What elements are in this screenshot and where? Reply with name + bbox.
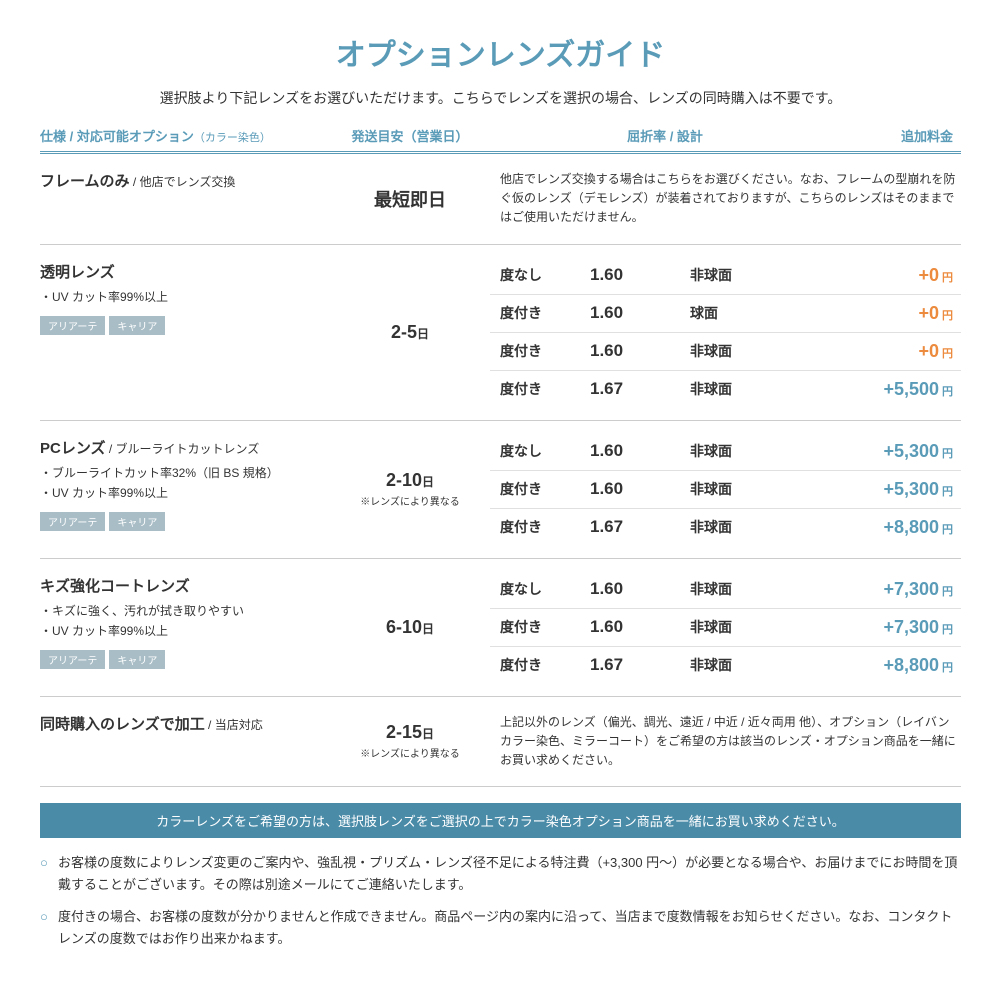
refractive-index: 1.60 [590, 617, 690, 637]
price: +0円 [790, 265, 961, 286]
refractive-index: 1.60 [590, 265, 690, 285]
option-tag: アリアーテ [40, 316, 105, 335]
design-type: 非球面 [690, 265, 790, 285]
note-text: 度付きの場合、お客様の度数が分かりませんと作成できません。商品ページ内の案内に沿… [58, 906, 961, 950]
section-description: 上記以外のレンズ（偏光、調光、遠近 / 中近 / 近々両用 他）、オプション（レ… [490, 709, 961, 775]
section-name: PCレンズ / ブルーライトカットレンズ [40, 437, 330, 458]
notes-container: ○お客様の度数によりレンズ変更のご案内や、強乱視・プリズム・レンズ径不足による特… [40, 852, 961, 950]
color-lens-banner: カラーレンズをご希望の方は、選択肢レンズをご選択の上でカラー染色オプション商品を… [40, 803, 961, 838]
refractive-index: 1.60 [590, 303, 690, 323]
design-type: 非球面 [690, 341, 790, 361]
section-description: 他店でレンズ交換する場合はこちらをお選びください。なお、フレームの型崩れを防ぐ仮… [490, 166, 961, 232]
option-tag: アリアーテ [40, 512, 105, 531]
power-type: 度付き [500, 617, 590, 637]
price: +5,300円 [790, 479, 961, 500]
spec-row: 度なし1.60非球面+5,300円 [490, 433, 961, 471]
spec-row: 度付き1.60球面+0円 [490, 295, 961, 333]
header-fee: 追加料金 [840, 126, 961, 145]
refractive-index: 1.67 [590, 655, 690, 675]
spec-row: 度付き1.60非球面+5,300円 [490, 471, 961, 509]
lens-section: キズ強化コートレンズ・キズに強く、汚れが拭き取りやすい・UV カット率99%以上… [40, 559, 961, 697]
refractive-index: 1.60 [590, 479, 690, 499]
sections-container: フレームのみ / 他店でレンズ交換最短即日他店でレンズ交換する場合はこちらをお選… [40, 154, 961, 787]
option-tag: キャリア [109, 316, 165, 335]
power-type: 度なし [500, 265, 590, 285]
lens-section: 同時購入のレンズで加工 / 当店対応2-15日※レンズにより異なる上記以外のレン… [40, 697, 961, 788]
header-spec: 仕様 / 対応可能オプション（カラー染色） [40, 126, 330, 145]
lens-section: フレームのみ / 他店でレンズ交換最短即日他店でレンズ交換する場合はこちらをお選… [40, 154, 961, 245]
page-title: オプションレンズガイド [40, 30, 961, 74]
option-tag: キャリア [109, 650, 165, 669]
section-name: 同時購入のレンズで加工 / 当店対応 [40, 713, 330, 734]
spec-row: 度付き1.60非球面+7,300円 [490, 609, 961, 647]
bullet-icon: ○ [40, 906, 58, 950]
header-shipping: 発送目安（営業日） [330, 126, 490, 145]
bullet-icon: ○ [40, 852, 58, 896]
power-type: 度なし [500, 579, 590, 599]
price: +5,300円 [790, 441, 961, 462]
power-type: 度付き [500, 341, 590, 361]
shipping-estimate: 2-10日※レンズにより異なる [330, 433, 490, 546]
shipping-estimate: 2-15日※レンズにより異なる [330, 709, 490, 775]
design-type: 非球面 [690, 579, 790, 599]
price: +5,500円 [790, 379, 961, 400]
price: +7,300円 [790, 617, 961, 638]
price: +7,300円 [790, 579, 961, 600]
power-type: 度付き [500, 303, 590, 323]
power-type: 度付き [500, 655, 590, 675]
power-type: 度付き [500, 517, 590, 537]
power-type: 度付き [500, 379, 590, 399]
design-type: 球面 [690, 303, 790, 323]
refractive-index: 1.67 [590, 379, 690, 399]
price: +0円 [790, 303, 961, 324]
spec-row: 度付き1.67非球面+5,500円 [490, 371, 961, 408]
section-name: フレームのみ / 他店でレンズ交換 [40, 170, 330, 191]
design-type: 非球面 [690, 479, 790, 499]
design-type: 非球面 [690, 379, 790, 399]
section-bullet: ・UV カット率99%以上 [40, 622, 330, 639]
power-type: 度なし [500, 441, 590, 461]
section-bullet: ・UV カット率99%以上 [40, 484, 330, 501]
power-type: 度付き [500, 479, 590, 499]
refractive-index: 1.60 [590, 441, 690, 461]
section-name: 透明レンズ [40, 261, 330, 282]
design-type: 非球面 [690, 655, 790, 675]
lens-section: 透明レンズ・UV カット率99%以上アリアーテキャリア2-5日度なし1.60非球… [40, 245, 961, 421]
table-header: 仕様 / 対応可能オプション（カラー染色） 発送目安（営業日） 屈折率 / 設計… [40, 126, 961, 154]
spec-row: 度付き1.60非球面+0円 [490, 333, 961, 371]
option-tag: キャリア [109, 512, 165, 531]
note-item: ○度付きの場合、お客様の度数が分かりませんと作成できません。商品ページ内の案内に… [40, 906, 961, 950]
option-tag: アリアーテ [40, 650, 105, 669]
design-type: 非球面 [690, 441, 790, 461]
section-bullet: ・ブルーライトカット率32%（旧 BS 規格） [40, 464, 330, 481]
spec-row: 度なし1.60非球面+0円 [490, 257, 961, 295]
section-bullet: ・キズに強く、汚れが拭き取りやすい [40, 602, 330, 619]
refractive-index: 1.67 [590, 517, 690, 537]
design-type: 非球面 [690, 517, 790, 537]
lens-section: PCレンズ / ブルーライトカットレンズ・ブルーライトカット率32%（旧 BS … [40, 421, 961, 559]
spec-row: 度なし1.60非球面+7,300円 [490, 571, 961, 609]
spec-row: 度付き1.67非球面+8,800円 [490, 647, 961, 684]
design-type: 非球面 [690, 617, 790, 637]
price: +8,800円 [790, 517, 961, 538]
note-text: お客様の度数によりレンズ変更のご案内や、強乱視・プリズム・レンズ径不足による特注… [58, 852, 961, 896]
shipping-estimate: 2-5日 [330, 257, 490, 408]
refractive-index: 1.60 [590, 341, 690, 361]
header-index: 屈折率 / 設計 [490, 126, 840, 145]
price: +0円 [790, 341, 961, 362]
shipping-estimate: 最短即日 [330, 166, 490, 232]
shipping-estimate: 6-10日 [330, 571, 490, 684]
note-item: ○お客様の度数によりレンズ変更のご案内や、強乱視・プリズム・レンズ径不足による特… [40, 852, 961, 896]
section-name: キズ強化コートレンズ [40, 575, 330, 596]
page-subtitle: 選択肢より下記レンズをお選びいただけます。こちらでレンズを選択の場合、レンズの同… [40, 88, 961, 108]
section-bullet: ・UV カット率99%以上 [40, 288, 330, 305]
spec-row: 度付き1.67非球面+8,800円 [490, 509, 961, 546]
price: +8,800円 [790, 655, 961, 676]
refractive-index: 1.60 [590, 579, 690, 599]
